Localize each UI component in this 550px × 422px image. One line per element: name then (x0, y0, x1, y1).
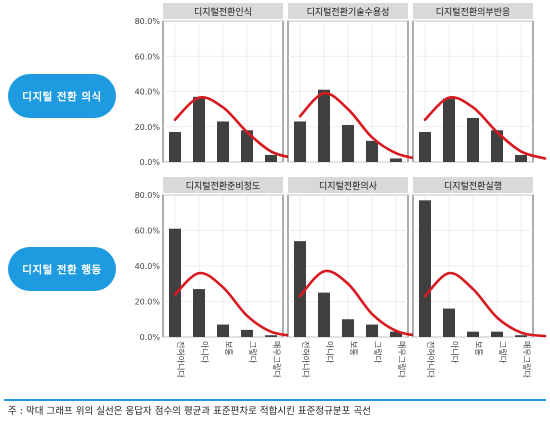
x-tick-label: 보통 (349, 341, 358, 356)
bar (467, 117, 479, 162)
y-tick-label: 40.0% (135, 88, 161, 97)
facet-panel: 디지털전환기술수용성 (287, 3, 422, 163)
facet-title: 디지털전환인식 (194, 6, 252, 18)
bar (241, 329, 253, 337)
x-tick-label: 보통 (224, 341, 233, 356)
bar (294, 121, 306, 162)
label-digital-behavior: 디지털 전환 행동 (8, 247, 116, 291)
x-tick-label: 매우그렇다 (522, 341, 532, 378)
facet-panel: 디지털전환의부반응 (412, 3, 547, 163)
facet-strip (413, 177, 533, 193)
x-tick-label: 보통 (474, 341, 483, 356)
bar (443, 308, 455, 337)
bar (265, 154, 277, 162)
facet-strip (413, 3, 533, 19)
y-tick-label: 20.0% (135, 298, 161, 307)
normal-curve (423, 95, 547, 160)
normal-curve (423, 271, 547, 338)
bar (217, 121, 229, 162)
normal-curve (173, 95, 297, 160)
bar (193, 96, 205, 162)
x-tick-label: 그렇다 (248, 341, 258, 364)
x-tick-label: 전혀아니다 (176, 341, 186, 378)
normal-curve (298, 269, 422, 338)
bar (390, 331, 402, 337)
x-tick-label: 아니다 (325, 341, 335, 364)
bar (342, 124, 354, 162)
facet-title: 디지털전환의사 (319, 180, 378, 192)
facet-title: 디지털전환기술수용성 (307, 6, 390, 18)
bar (342, 319, 354, 337)
facet-strip (163, 3, 283, 19)
y-tick-label: 0.0% (140, 333, 161, 342)
bar (318, 292, 330, 337)
x-tick-label: 그렇다 (498, 341, 508, 364)
bar (169, 228, 181, 337)
y-tick-label: 80.0% (135, 17, 161, 26)
bar (491, 130, 503, 162)
bar (366, 140, 378, 162)
y-tick-label: 40.0% (135, 262, 161, 271)
facet-title: 디지털전환실행 (444, 180, 502, 192)
y-tick-label: 20.0% (135, 123, 161, 132)
y-tick-label: 0.0% (140, 158, 161, 167)
footnote: 주 : 막대 그래프 위의 실선은 응답자 점수의 평균과 표준편차로 적합시킨… (8, 406, 371, 417)
x-tick-label: 전혀아니다 (426, 341, 436, 378)
facet-title: 디지털전환준비정도 (186, 180, 261, 192)
facet-strip (288, 177, 408, 193)
y-tick-label: 60.0% (135, 227, 161, 236)
facet-title: 디지털전환의부반응 (436, 6, 511, 18)
facet-strip (163, 177, 283, 193)
footnote-separator (4, 399, 546, 401)
x-tick-label: 매우그렇다 (397, 341, 407, 378)
bar (467, 331, 479, 337)
bar (443, 98, 455, 162)
bar (318, 89, 330, 162)
bar (390, 158, 402, 162)
bar (294, 241, 306, 337)
x-tick-label: 그렇다 (373, 341, 383, 364)
bar (265, 335, 277, 337)
facet-panel: 디지털전환준비정도 0.0% 20.0% 40.0% 60.0% 80.0% 전혀아니다 아니… (135, 177, 297, 378)
bar (419, 200, 431, 337)
x-tick-label: 아니다 (200, 341, 210, 364)
bar (169, 132, 181, 162)
normal-curve (298, 91, 422, 161)
facet-panel: 디지털전환인식 0.0% 20.0% 40.0% 60.0% 80.0% (135, 3, 297, 167)
bar (217, 324, 229, 337)
x-tick-label: 전혀아니다 (301, 341, 311, 378)
facet-strip (288, 3, 408, 19)
bar (491, 331, 503, 337)
x-tick-label: 매우그렇다 (272, 341, 282, 378)
bar (193, 289, 205, 337)
bar (515, 154, 527, 162)
bar (241, 130, 253, 162)
bar (419, 132, 431, 162)
y-tick-label: 80.0% (135, 191, 161, 200)
bar (366, 324, 378, 337)
x-tick-label: 아니다 (450, 341, 460, 364)
bar (515, 335, 527, 337)
normal-curve (173, 271, 297, 338)
y-tick-label: 60.0% (135, 52, 161, 61)
label-digital-awareness: 디지털 전환 의식 (8, 74, 116, 118)
